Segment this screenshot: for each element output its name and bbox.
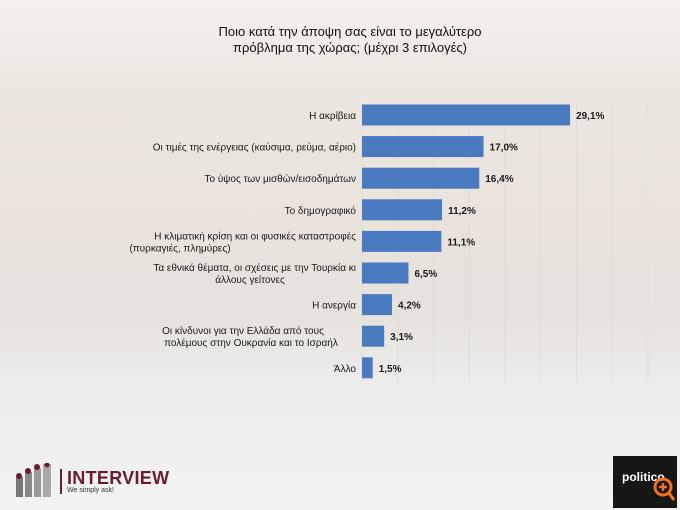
interview-bars-icon xyxy=(16,463,51,497)
data-label: 16,4% xyxy=(485,174,513,185)
category-label: πολέμους στην Ουκρανία και το Ισραήλ xyxy=(164,337,338,349)
title-line-2: πρόβλημα της χώρας; (μέχρι 3 επιλογές) xyxy=(233,40,467,55)
category-label: Τα εθνικά θέματα, οι σχέσεις με την Τουρ… xyxy=(153,262,356,274)
bar xyxy=(362,294,393,316)
bar xyxy=(362,136,484,158)
category-label: Η ανεργία xyxy=(312,300,356,312)
interview-logo: INTERVIEW We simply ask! xyxy=(14,463,169,499)
magnifier-plus-icon xyxy=(653,477,676,501)
title-line-1: Ποιο κατά την άποψη σας είναι το μεγαλύτ… xyxy=(218,24,482,39)
category-label: (πυρκαγιές, πλημύρες) xyxy=(129,242,230,254)
bar xyxy=(362,262,409,284)
data-label: 1,5% xyxy=(379,364,402,375)
data-label: 17,0% xyxy=(490,143,518,154)
chart-title: Ποιο κατά την άποψη σας είναι το μεγαλύτ… xyxy=(150,24,550,56)
interview-brand: INTERVIEW xyxy=(67,467,170,488)
bar xyxy=(362,104,571,126)
category-label: Άλλο xyxy=(334,364,357,375)
category-label: Το δημογραφικό xyxy=(285,205,357,217)
data-label: 3,1% xyxy=(390,332,413,343)
data-label: 29,1% xyxy=(576,111,604,122)
bar xyxy=(362,357,373,379)
category-label: Οι τιμές της ενέργειας (καύσιμα, ρεύμα, … xyxy=(153,142,356,154)
category-label: Οι κίνδυνοι για την Ελλάδα από τους xyxy=(162,325,324,337)
data-label: 11,2% xyxy=(448,206,476,217)
data-label: 11,1% xyxy=(447,237,475,248)
category-label: Το ύψος των μισθών/εισοδημάτων xyxy=(204,173,356,185)
politico-brand: politico xyxy=(622,470,665,484)
category-label: άλλους γείτονες xyxy=(215,274,285,286)
data-label: 6,5% xyxy=(414,269,437,280)
bar xyxy=(362,325,385,347)
category-label: Η ακρίβεια xyxy=(309,110,356,122)
bar xyxy=(362,230,442,252)
interview-tagline: We simply ask! xyxy=(67,486,114,494)
bar xyxy=(362,199,443,221)
politico-logo: politico xyxy=(613,456,677,508)
data-label: 4,2% xyxy=(398,301,421,312)
bar xyxy=(362,167,480,189)
category-label: Η κλιματική κρίση και οι φυσικές καταστρ… xyxy=(154,230,356,242)
